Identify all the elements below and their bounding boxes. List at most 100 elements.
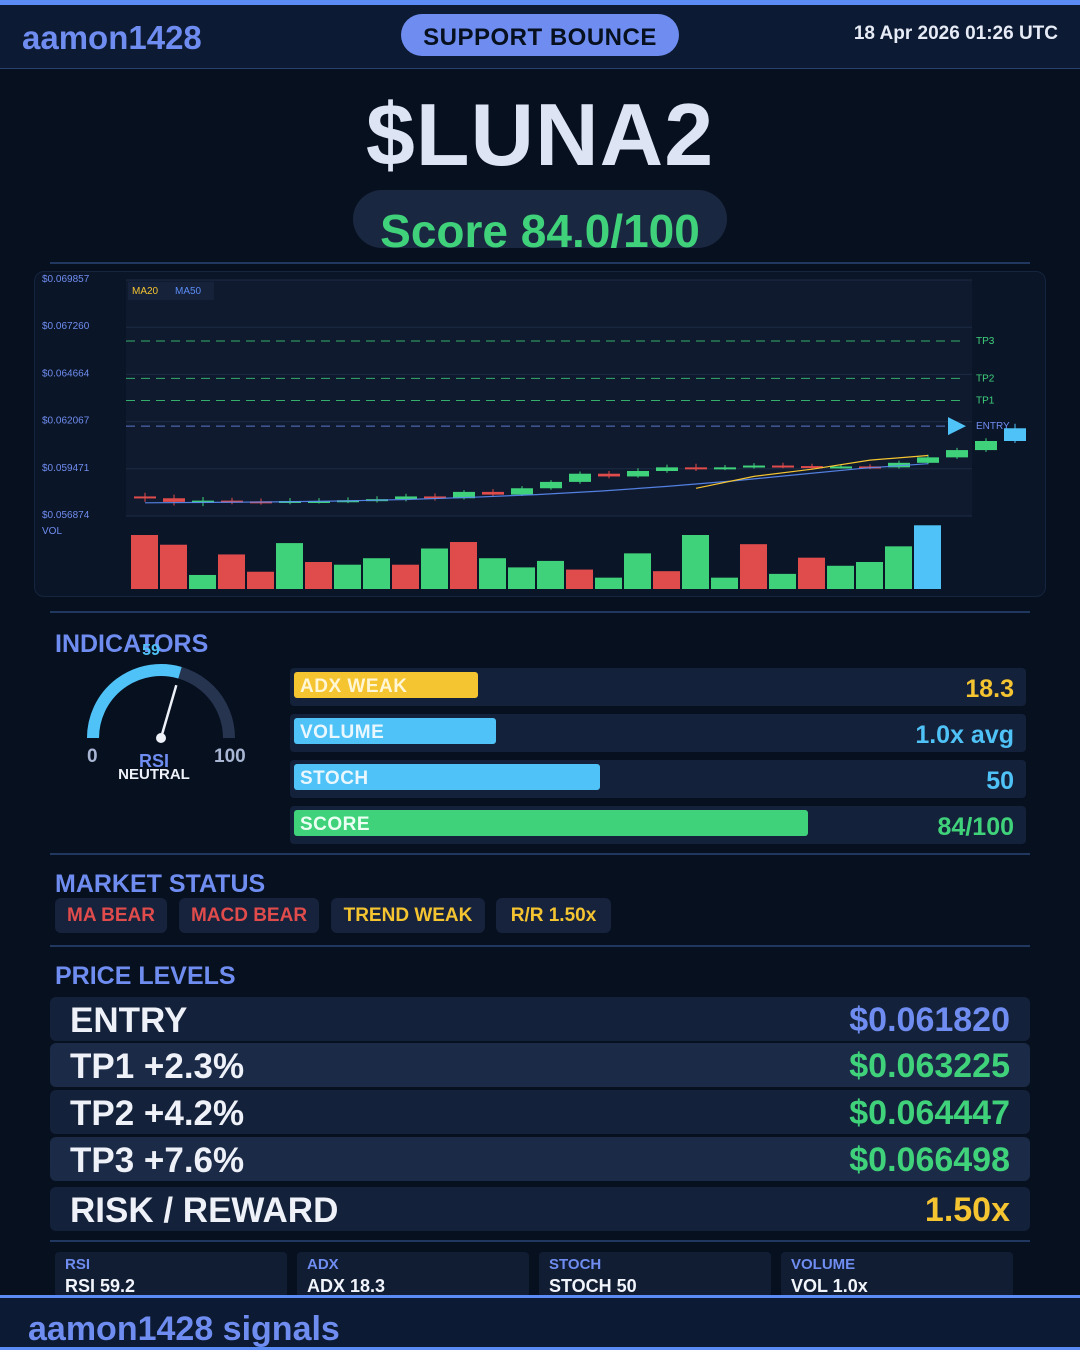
brand-name: aamon1428 (22, 19, 202, 56)
divider (50, 1240, 1030, 1242)
volume-bar (189, 574, 216, 589)
stat-card-title: VOLUME (791, 1256, 856, 1273)
level-value: $0.064447 (849, 1094, 1010, 1132)
volume-bar (247, 571, 274, 589)
level-label: TP1 +2.3% (70, 1047, 245, 1086)
volume-bar (566, 569, 593, 589)
level-value: $0.063225 (849, 1047, 1010, 1085)
volume-bar (624, 553, 651, 589)
volume-bar (914, 525, 941, 589)
candle-body (424, 496, 446, 499)
level-label-entry: ENTRY (976, 421, 1010, 432)
candle-body (540, 481, 562, 489)
rsi-gauge-track (87, 664, 235, 739)
price-tick-label: $0.064664 (42, 368, 90, 379)
indicator-bar-value: 84/100 (937, 813, 1014, 841)
plot-area (126, 280, 972, 516)
legend-ma20: MA20 (132, 286, 159, 297)
divider (50, 611, 1030, 613)
candle-body (163, 498, 185, 502)
level-label: RISK / REWARD (70, 1191, 339, 1230)
divider (50, 945, 1030, 947)
volume-bar (392, 564, 419, 589)
ma20-line (695, 454, 929, 489)
footer-bar: aamon1428 signals (0, 1295, 1080, 1350)
candle-body (975, 440, 997, 451)
volume-bar (276, 543, 303, 589)
footer-brand: aamon1428 signals (28, 1310, 340, 1348)
indicator-bar-label: VOLUME (300, 722, 385, 743)
candle-body (221, 500, 243, 503)
ma50-line (144, 463, 929, 504)
candle-body (801, 466, 823, 469)
candle-body (656, 467, 678, 471)
level-value: $0.066498 (849, 1141, 1010, 1179)
rsi-gauge-needle (159, 684, 178, 739)
level-label: TP2 +4.2% (70, 1094, 245, 1133)
level-label-tp3: TP3 (976, 336, 995, 347)
rsi-gauge-hub (156, 733, 166, 743)
entry-arrow-icon (948, 417, 966, 436)
rsi-gauge-value: 59 (142, 642, 160, 659)
indicator-bar-label: SCORE (300, 814, 371, 835)
level-row-tp2: TP2 +4.2% $0.064447 (50, 1090, 1030, 1134)
signal-type-badge: SUPPORT BOUNCE (401, 14, 679, 56)
price-tick-label: $0.067260 (42, 321, 90, 332)
status-tag-macd: MACD BEAR (179, 898, 319, 933)
market-status-title: MARKET STATUS (55, 870, 266, 898)
stat-card-rsi: RSI RSI 59.2 (55, 1252, 287, 1297)
indicator-bar-fill (294, 764, 600, 790)
level-row-entry: ENTRY $0.061820 (50, 997, 1030, 1041)
stat-card-value: VOL 1.0x (791, 1276, 868, 1296)
indicator-bar-fill (294, 718, 496, 744)
stat-card-title: ADX (307, 1256, 339, 1273)
indicator-bar-label: STOCH (300, 768, 369, 789)
indicator-bar-fill (294, 810, 809, 836)
price-tick-label: $0.069857 (42, 274, 90, 285)
candle-body (598, 473, 620, 477)
footer-accent-line (0, 1347, 1080, 1350)
volume-bar (479, 558, 506, 589)
volume-bar (508, 567, 535, 589)
stat-card-value: RSI 59.2 (65, 1276, 136, 1296)
volume-bar (450, 542, 477, 589)
level-value: $0.061820 (849, 1001, 1010, 1039)
stat-card-title: STOCH (549, 1256, 602, 1273)
volume-bar (131, 535, 158, 589)
level-value: 1.50x (924, 1191, 1010, 1229)
volume-bar (334, 564, 361, 589)
volume-bar (537, 560, 564, 589)
volume-bar (798, 557, 825, 589)
volume-bar (827, 565, 854, 589)
candle-body (395, 496, 417, 500)
rsi-gauge-name: RSI (138, 751, 169, 771)
chart-legend-box (128, 282, 214, 300)
candle-body (888, 462, 910, 468)
volume-bar (160, 544, 187, 589)
volume-bar (682, 535, 709, 589)
stat-card-stoch: STOCH STOCH 50 (539, 1252, 771, 1297)
rsi-gauge-fill (87, 663, 182, 739)
price-tick-label: $0.056874 (42, 510, 90, 521)
volume-bar (653, 571, 680, 589)
volume-bar (740, 544, 767, 589)
divider (50, 853, 1030, 855)
legend-ma50: MA50 (175, 286, 202, 297)
volume-bar (363, 558, 390, 589)
candle-body (917, 457, 939, 463)
candle-body (192, 500, 214, 503)
indicator-bar-stoch: STOCH 50 (290, 760, 1026, 798)
volume-bar (856, 562, 883, 589)
status-tag-rr: R/R 1.50x (496, 898, 611, 933)
indicator-bar-label: ADX WEAK (300, 676, 408, 697)
divider (50, 262, 1030, 264)
volume-bar (595, 577, 622, 589)
candle-body (569, 473, 591, 482)
rsi-gauge-max: 100 (214, 746, 246, 767)
indicator-bar-value: 1.0x avg (915, 721, 1014, 749)
volume-bar (769, 573, 796, 589)
indicator-bar-volume: VOLUME 1.0x avg (290, 714, 1026, 752)
ticker-symbol: $LUNA2 (365, 85, 715, 184)
indicator-bar-fill (294, 672, 478, 698)
score-text: Score 84.0/100 (380, 205, 700, 248)
